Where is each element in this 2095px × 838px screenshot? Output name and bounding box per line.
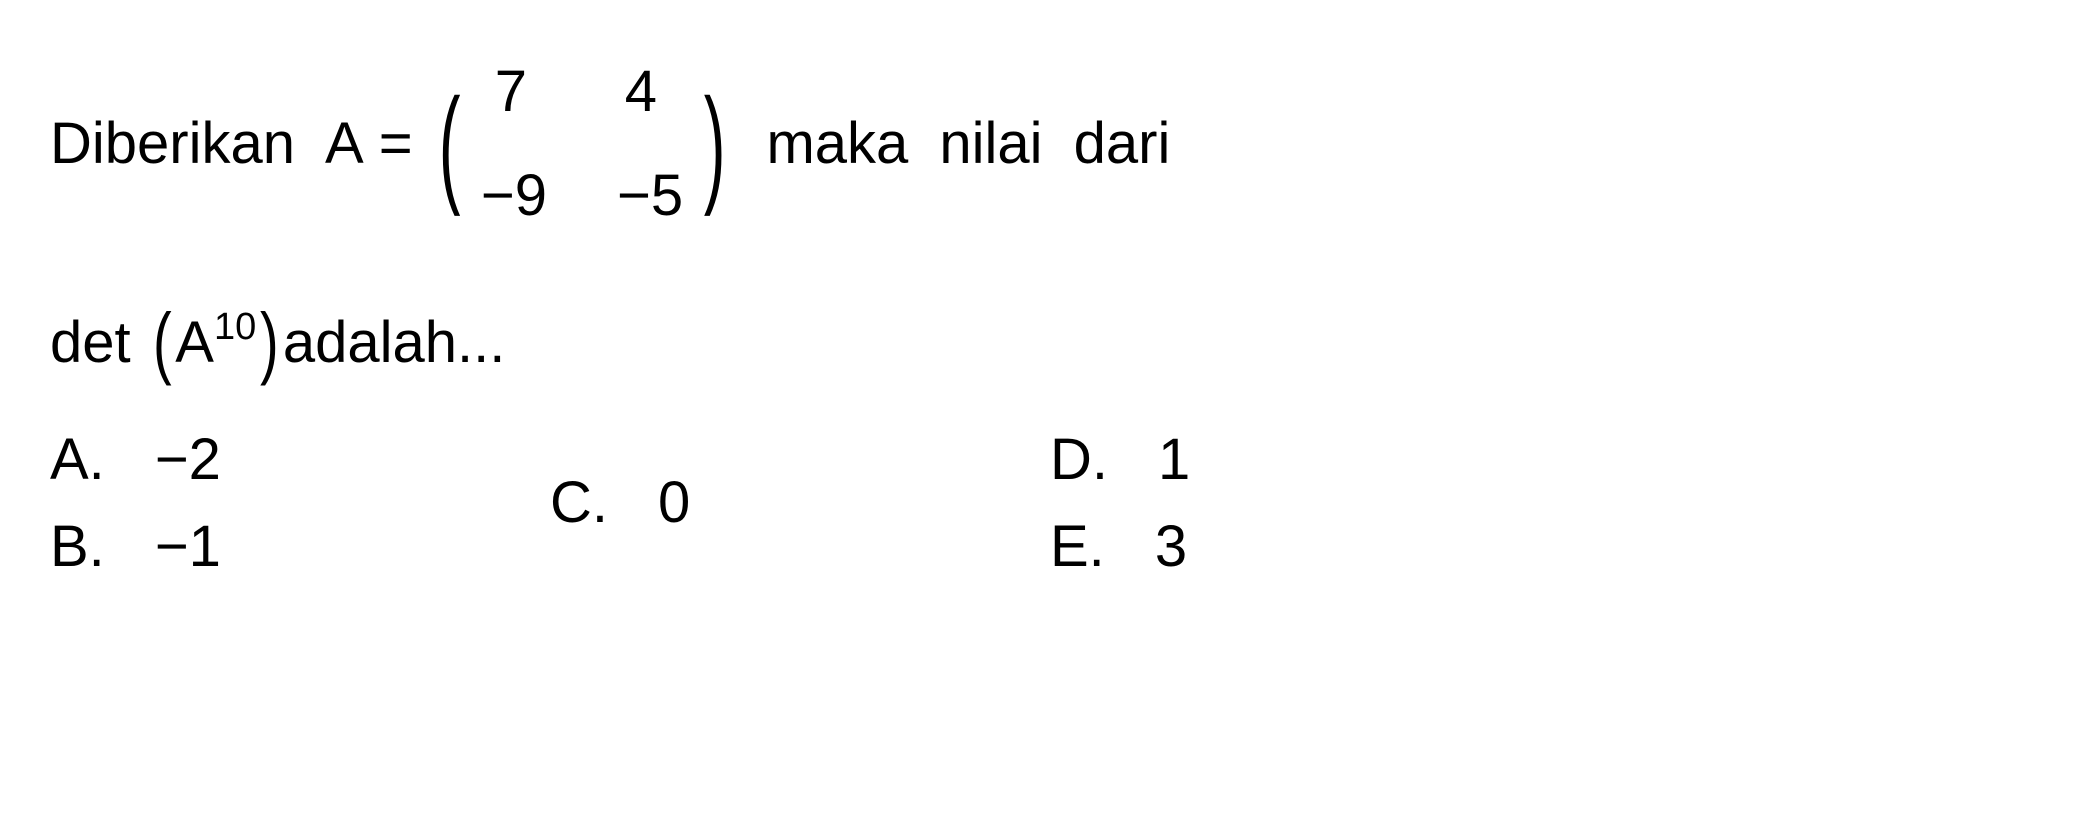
- option-e-label: E.: [1050, 513, 1105, 580]
- option-a-value: −2: [155, 426, 221, 493]
- det-text: det: [50, 309, 131, 376]
- equals-sign: =: [379, 92, 413, 196]
- matrix-cell-21: −9: [481, 144, 547, 248]
- question-line-1: Diberikan A = ( 7 4 −9 −5 ) maka nilai d…: [50, 40, 2045, 249]
- det-exponent: 10: [214, 306, 256, 349]
- det-close-paren: ): [260, 310, 279, 374]
- question-prefix: Diberikan: [50, 92, 295, 196]
- option-e: E. 3: [1050, 503, 1550, 590]
- matrix-row-2: −9 −5: [481, 144, 683, 248]
- option-d-label: D.: [1050, 426, 1108, 493]
- matrix-cell-22: −5: [617, 144, 683, 248]
- options-container: A. −2 B. −1 C. 0 D. 1 E. 3: [50, 416, 2045, 590]
- option-e-value: 3: [1155, 513, 1187, 580]
- option-c: C. 0: [550, 459, 1050, 546]
- question-line-2: det ( A 10 ) adalah...: [50, 309, 2045, 376]
- matrix-equation: A = ( 7 4 −9 −5 ): [325, 40, 736, 249]
- matrix-content: 7 4 −9 −5: [471, 40, 693, 249]
- matrix-open-paren: (: [438, 92, 460, 196]
- option-d-value: 1: [1158, 426, 1190, 493]
- option-a-label: A.: [50, 426, 105, 493]
- det-open-paren: (: [153, 310, 172, 374]
- option-b: B. −1: [50, 503, 550, 590]
- matrix: ( 7 4 −9 −5 ): [428, 40, 737, 249]
- option-d: D. 1: [1050, 416, 1550, 503]
- question-suffix: maka nilai dari: [766, 92, 1170, 196]
- matrix-row-1: 7 4: [481, 40, 683, 144]
- option-a: A. −2: [50, 416, 550, 503]
- option-c-label: C.: [550, 469, 608, 536]
- matrix-cell-11: 7: [481, 40, 541, 144]
- option-b-value: −1: [155, 513, 221, 580]
- matrix-close-paren: ): [704, 92, 726, 196]
- matrix-cell-12: 4: [611, 40, 671, 144]
- option-b-label: B.: [50, 513, 105, 580]
- variable-a: A: [325, 92, 364, 196]
- det-suffix: adalah...: [283, 309, 506, 376]
- option-c-value: 0: [658, 469, 690, 536]
- det-variable: A: [175, 309, 214, 376]
